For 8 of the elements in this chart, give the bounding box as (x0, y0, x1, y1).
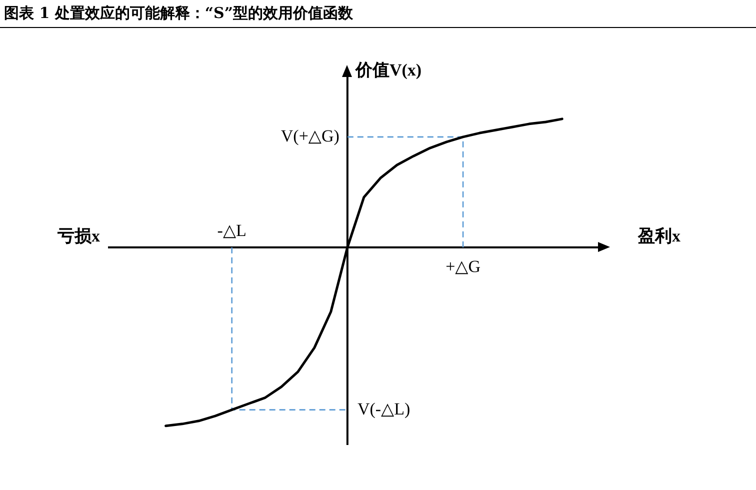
text: 亏损x (56, 226, 100, 246)
ref-line-label: V(+△G) (280, 126, 340, 146)
ref-line-label: V(-△L) (357, 399, 410, 418)
annotation: -△L (217, 220, 246, 240)
annotation: +△G (446, 256, 481, 276)
chart-title: 图表 1 处置效应的可能解释：“S”型的效用价值函数 (4, 4, 353, 23)
y-axis-title: 价值V(x) (354, 60, 422, 80)
x-axis-title: 盈利x (637, 226, 681, 246)
